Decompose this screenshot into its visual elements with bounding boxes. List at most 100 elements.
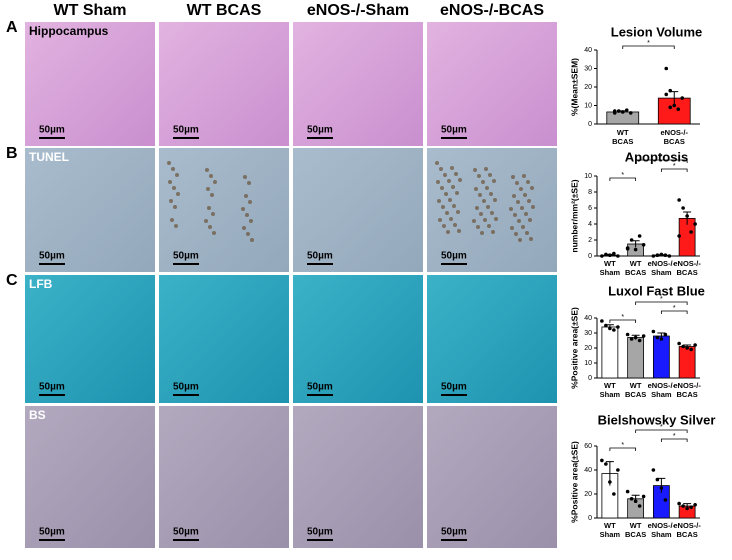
stained-cell bbox=[512, 194, 516, 198]
significance-bracket bbox=[635, 301, 688, 305]
stained-cell bbox=[509, 207, 513, 211]
stained-cell bbox=[438, 218, 442, 222]
stained-cell bbox=[525, 231, 529, 235]
significance-bracket bbox=[660, 310, 688, 314]
chart-title: Luxol Fast Blue bbox=[608, 283, 705, 298]
y-axis-label: number/mm²(±SE) bbox=[569, 179, 579, 252]
stain-label: BS bbox=[29, 408, 46, 422]
stained-cell bbox=[513, 213, 517, 217]
stained-cell bbox=[485, 186, 489, 190]
data-point bbox=[600, 319, 604, 323]
bar bbox=[601, 326, 619, 379]
micrograph bbox=[293, 275, 423, 403]
stained-cell bbox=[492, 179, 496, 183]
scale-label: 50µm bbox=[173, 251, 199, 262]
y-tick-label: 40 bbox=[584, 47, 592, 54]
stained-cell bbox=[453, 223, 457, 227]
data-point bbox=[628, 111, 633, 115]
data-point bbox=[677, 501, 681, 506]
x-tick-label: WT BCAS bbox=[625, 521, 646, 539]
stained-cell bbox=[475, 206, 479, 210]
bar bbox=[606, 111, 640, 125]
scale-label: 50µm bbox=[441, 382, 467, 393]
data-point bbox=[625, 489, 630, 494]
stained-cell bbox=[511, 175, 515, 179]
stained-cell bbox=[482, 199, 486, 203]
stained-cell bbox=[483, 218, 487, 222]
data-point bbox=[655, 253, 660, 257]
data-point bbox=[651, 468, 656, 472]
stained-cell bbox=[452, 204, 456, 208]
data-point bbox=[677, 234, 681, 238]
y-tick-label: 10 bbox=[584, 102, 592, 109]
micrograph bbox=[25, 148, 155, 272]
significance-label: * bbox=[621, 172, 624, 179]
stained-cell bbox=[174, 224, 178, 228]
stained-cell bbox=[446, 230, 450, 234]
y-tick-label: 20 bbox=[584, 84, 592, 91]
bar bbox=[678, 346, 696, 379]
stained-cell bbox=[477, 174, 481, 178]
stained-cell bbox=[491, 230, 495, 234]
y-axis-label: %Positive area(±SE) bbox=[569, 441, 579, 523]
significance-bracket bbox=[635, 159, 688, 163]
column-header: eNOS-/-BCAS bbox=[440, 2, 544, 19]
stained-cell bbox=[241, 207, 245, 211]
data-point bbox=[693, 343, 697, 347]
stained-cell bbox=[490, 211, 494, 215]
micrograph bbox=[25, 275, 155, 403]
significance-label: * bbox=[660, 154, 663, 161]
stained-cell bbox=[168, 180, 172, 184]
stained-cell bbox=[204, 219, 208, 223]
column-header: WT Sham bbox=[54, 2, 127, 19]
stained-cell bbox=[476, 225, 480, 229]
stained-cell bbox=[441, 205, 445, 209]
y-tick-label: 10 bbox=[584, 360, 592, 367]
stained-cell bbox=[243, 175, 247, 179]
scale-label: 50µm bbox=[307, 527, 333, 538]
data-point bbox=[616, 109, 621, 113]
stained-cell bbox=[457, 229, 461, 233]
data-point bbox=[637, 234, 642, 238]
x-tick-label: WT BCAS bbox=[625, 381, 646, 399]
data-point bbox=[659, 486, 664, 490]
stained-cell bbox=[519, 187, 523, 191]
data-point bbox=[655, 477, 660, 482]
stained-cell bbox=[436, 180, 440, 184]
data-point bbox=[664, 92, 669, 97]
stained-cell bbox=[489, 192, 493, 196]
y-tick-label: 20 bbox=[584, 491, 592, 498]
data-point bbox=[668, 105, 673, 110]
stained-cell bbox=[523, 193, 527, 197]
significance-label: * bbox=[673, 433, 676, 440]
data-point bbox=[641, 243, 646, 247]
stained-cell bbox=[522, 174, 526, 178]
stained-cell bbox=[474, 187, 478, 191]
stain-label: TUNEL bbox=[29, 150, 69, 164]
y-tick-label: 0 bbox=[588, 515, 592, 522]
data-point bbox=[625, 247, 630, 251]
bar bbox=[627, 337, 645, 379]
scale-label: 50µm bbox=[441, 125, 467, 136]
data-point bbox=[616, 468, 620, 472]
data-point bbox=[616, 254, 620, 258]
stained-cell bbox=[210, 193, 214, 197]
stained-cell bbox=[521, 225, 525, 229]
y-axis-label: %(Mean±SEM) bbox=[569, 58, 579, 116]
data-point bbox=[668, 88, 673, 93]
stained-cell bbox=[449, 217, 453, 221]
y-tick-label: 30 bbox=[584, 330, 592, 337]
stained-cell bbox=[527, 199, 531, 203]
x-tick-label: WT Sham bbox=[600, 259, 621, 277]
stained-cell bbox=[249, 219, 253, 223]
stained-cell bbox=[205, 168, 209, 172]
significance-label: * bbox=[660, 424, 663, 431]
stained-cell bbox=[517, 219, 521, 223]
stained-cell bbox=[171, 167, 175, 171]
data-point bbox=[681, 504, 685, 508]
stained-cell bbox=[246, 232, 250, 236]
data-point bbox=[663, 498, 668, 502]
significance-bracket bbox=[609, 177, 637, 181]
data-point bbox=[677, 341, 681, 346]
